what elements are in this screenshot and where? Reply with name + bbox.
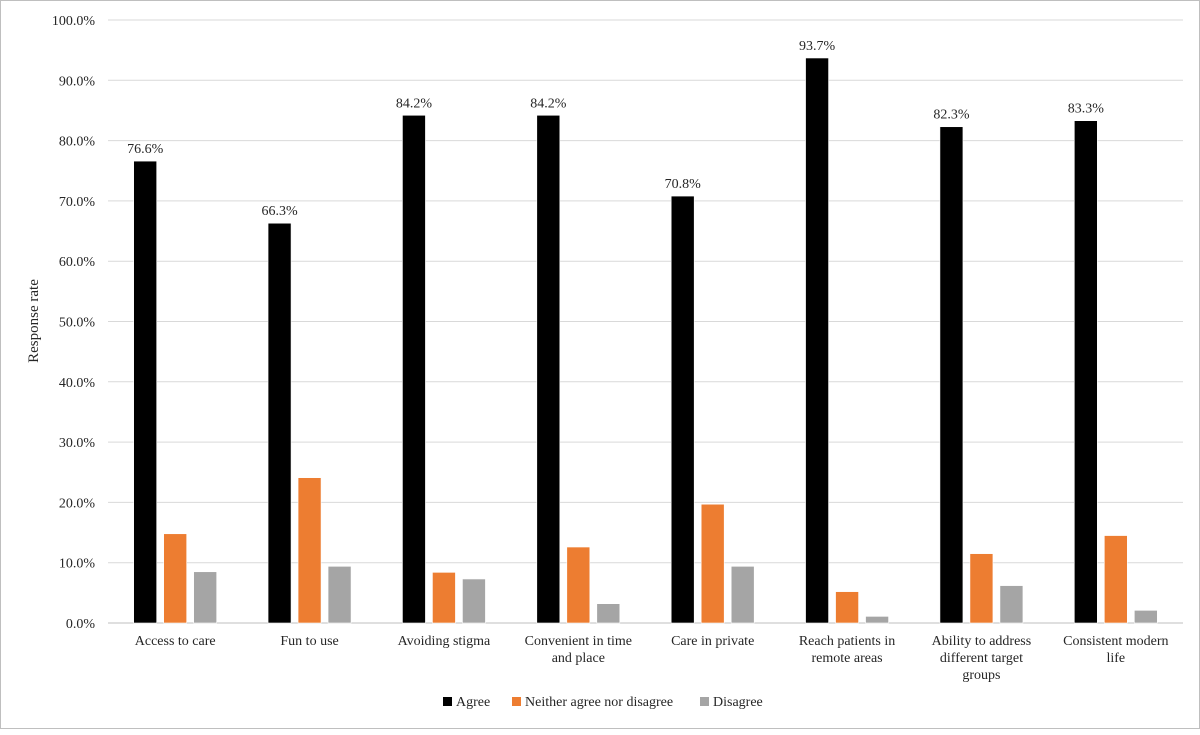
bar-agree	[805, 57, 829, 624]
category-label: groups	[962, 668, 1000, 683]
category-label: Avoiding stigma	[398, 634, 491, 649]
bar-agree	[1074, 120, 1098, 624]
legend-label: Disagree	[713, 695, 763, 710]
legend-swatch	[512, 697, 521, 706]
bar-disagree	[865, 616, 889, 624]
bar-disagree	[730, 566, 755, 624]
category-label: Consistent modern	[1063, 634, 1168, 649]
category-label: remote areas	[812, 651, 883, 666]
legend: Agree Neither agree nor disagree Disagree	[443, 695, 763, 710]
x-axis-categories: Access to care Fun to use Avoiding stigma C…	[135, 634, 1169, 683]
bar-agree	[939, 126, 964, 624]
y-axis-ticks: 0.0% 10.0% 20.0% 30.0% 40.0% 50.0% 60.0% 70.0% 8…	[52, 14, 96, 632]
legend-swatch	[443, 697, 452, 706]
bar-disagree	[1134, 610, 1158, 624]
y-tick-label: 90.0%	[59, 74, 96, 89]
y-tick-label: 40.0%	[59, 376, 96, 391]
category-label: Reach patients in	[799, 634, 895, 649]
bar-neither-agree-nor-disagree	[700, 503, 725, 624]
y-tick-label: 60.0%	[59, 255, 96, 270]
data-label: 70.8%	[665, 177, 702, 192]
bar-neither-agree-nor-disagree	[566, 546, 591, 624]
category-label: different target	[940, 651, 1023, 666]
bar-agree	[402, 114, 426, 624]
category-label: life	[1106, 651, 1125, 666]
data-labels: 76.6% 66.3% 84.2% 84.2% 70.8% 93.7% 82.3% 83.3%	[127, 39, 1104, 219]
y-tick-label: 70.0%	[59, 195, 96, 210]
bar-disagree	[462, 578, 486, 624]
legend-label: Neither agree nor disagree	[525, 695, 673, 710]
bar-neither-agree-nor-disagree	[835, 591, 859, 624]
bar-agree	[267, 222, 292, 624]
bar-neither-agree-nor-disagree	[432, 572, 456, 624]
y-tick-label: 30.0%	[59, 436, 96, 451]
data-label: 82.3%	[933, 108, 970, 123]
category-label: Fun to use	[280, 634, 338, 649]
bar-disagree	[327, 566, 352, 624]
bar-agree	[536, 114, 561, 624]
category-label: Care in private	[671, 634, 754, 649]
category-label: Access to care	[135, 634, 216, 649]
y-axis-title: Response rate	[26, 279, 42, 363]
y-tick-label: 10.0%	[59, 557, 96, 572]
y-tick-label: 20.0%	[59, 496, 96, 511]
data-label: 76.6%	[127, 142, 164, 157]
data-label: 93.7%	[799, 39, 836, 54]
data-label: 84.2%	[530, 96, 567, 111]
bars	[133, 57, 1158, 624]
bar-neither-agree-nor-disagree	[1104, 535, 1128, 624]
bar-agree	[133, 160, 157, 624]
bar-agree	[670, 195, 695, 624]
data-label: 66.3%	[261, 204, 298, 219]
y-tick-label: 50.0%	[59, 316, 96, 331]
bar-disagree	[999, 585, 1024, 624]
bar-disagree	[596, 603, 621, 624]
bar-neither-agree-nor-disagree	[297, 477, 322, 624]
y-tick-label: 80.0%	[59, 135, 96, 150]
bar-disagree	[193, 571, 217, 624]
category-label: and place	[552, 651, 605, 666]
data-label: 83.3%	[1068, 102, 1105, 117]
category-label: Convenient in time	[525, 634, 632, 649]
bar-neither-agree-nor-disagree	[969, 553, 994, 624]
data-label: 84.2%	[396, 96, 433, 111]
y-tick-label: 100.0%	[52, 14, 96, 29]
y-tick-label: 0.0%	[66, 617, 96, 632]
legend-swatch	[700, 697, 709, 706]
category-label: Ability to address	[932, 634, 1032, 649]
legend-label: Agree	[456, 695, 490, 710]
bar-neither-agree-nor-disagree	[163, 533, 187, 624]
